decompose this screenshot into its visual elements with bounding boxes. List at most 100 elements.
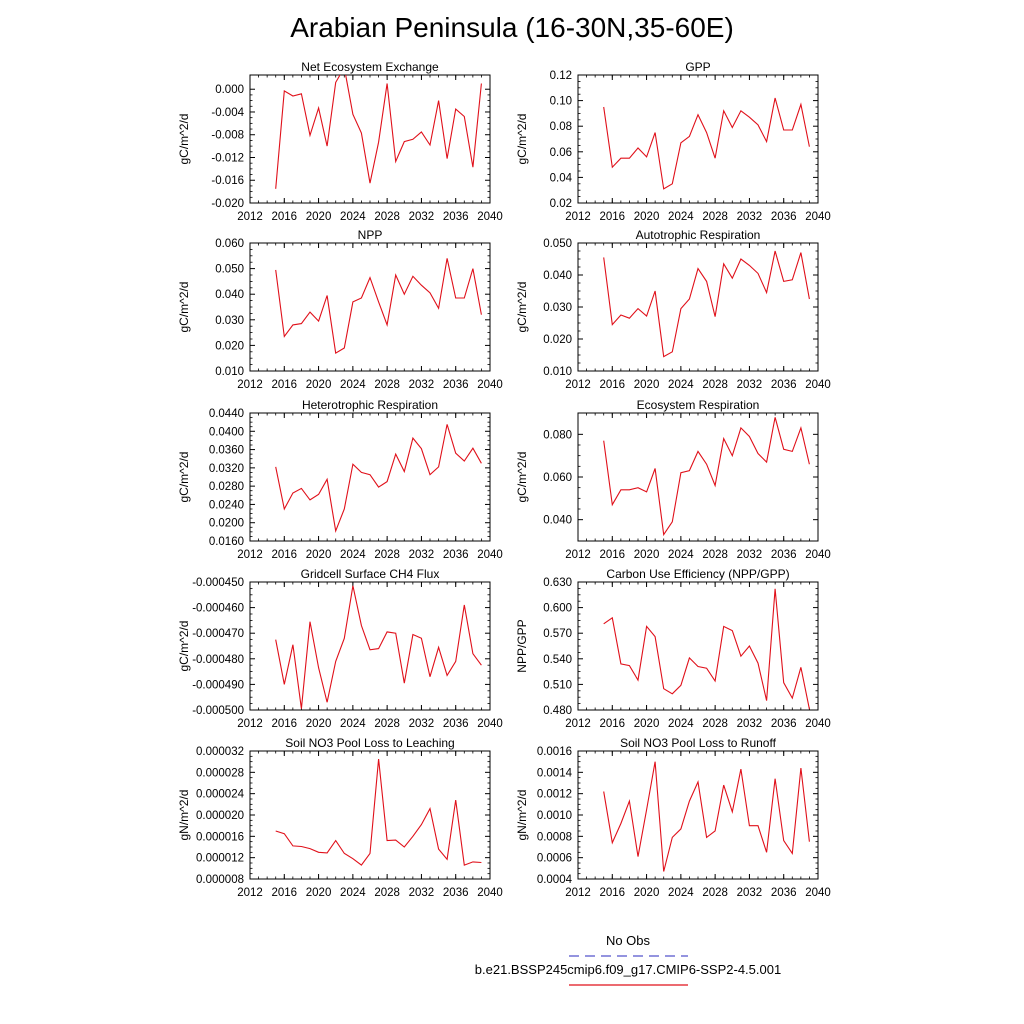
x-tick-label: 2012: [237, 718, 263, 730]
y-tick-label: 0.050: [543, 238, 572, 250]
x-tick-label: 2028: [374, 211, 400, 223]
chart-panel-8: Carbon Use Efficiency (NPP/GPP) 2012 2016 2…: [515, 567, 831, 730]
panel-title: Net Ecosystem Exchange: [301, 60, 439, 74]
plot-frame: [577, 412, 819, 542]
plot-frame: [249, 242, 491, 372]
x-tick-label: 2032: [737, 379, 763, 391]
plot-frame: [577, 74, 819, 204]
x-tick-label: 2024: [340, 549, 366, 561]
x-tick-label: 2040: [805, 887, 831, 899]
x-tick-label: 2020: [306, 887, 332, 899]
x-tick-label: 2020: [634, 211, 660, 223]
x-tick-label: 2016: [271, 718, 297, 730]
panel-title: Heterotrophic Respiration: [302, 398, 438, 412]
x-tick-label: 2016: [599, 211, 625, 223]
x-tick-label: 2032: [409, 211, 435, 223]
y-tick-label: 0.570: [543, 628, 572, 640]
chart-panel-5: Heterotrophic Respiration 2012 2016 2020 202…: [177, 398, 503, 561]
y-tick-label: 0.10: [550, 96, 572, 108]
panel-title: Soil NO3 Pool Loss to Leaching: [285, 736, 454, 750]
series-line: [275, 424, 482, 533]
panel-title: GPP: [685, 60, 710, 74]
series-line: [275, 75, 482, 189]
y-tick-label: 0.010: [215, 366, 244, 378]
plot-frame: [249, 412, 491, 542]
y-axis-label: gC/m^2/d: [515, 114, 529, 165]
x-tick-label: 2024: [668, 887, 694, 899]
y-tick-label: 0.0014: [537, 767, 573, 779]
chart-panel-6: Ecosystem Respiration 2012 2016 2020 2024 202…: [515, 398, 831, 561]
x-tick-label: 2040: [477, 718, 503, 730]
y-axis-label: gC/m^2/d: [177, 282, 191, 333]
y-tick-label: -0.000450: [192, 577, 244, 589]
series-line: [275, 258, 482, 354]
x-tick-label: 2016: [271, 887, 297, 899]
x-tick-label: 2032: [409, 379, 435, 391]
y-tick-label: 0.010: [543, 366, 572, 378]
x-tick-label: 2036: [771, 718, 797, 730]
y-tick-label: 0.540: [543, 654, 572, 666]
x-tick-label: 2028: [374, 379, 400, 391]
y-tick-label: -0.000500: [192, 705, 244, 717]
y-axis-label: gC/m^2/d: [515, 452, 529, 503]
x-tick-label: 2036: [443, 718, 469, 730]
x-tick-label: 2028: [374, 549, 400, 561]
x-tick-label: 2036: [443, 211, 469, 223]
x-tick-label: 2036: [771, 887, 797, 899]
chart-panel-7: Gridcell Surface CH4 Flux 2012 2016 2020 202…: [177, 567, 503, 730]
y-tick-label: 0.08: [550, 121, 572, 133]
chart-panel-3: NPP 2012 2016 2020 2024 2028 2032 2036 2040 0.010…: [177, 228, 503, 391]
x-tick-label: 2012: [565, 718, 591, 730]
x-tick-label: 2012: [237, 211, 263, 223]
x-tick-label: 2028: [702, 211, 728, 223]
y-tick-label: 0.0200: [209, 518, 244, 530]
x-tick-label: 2028: [702, 887, 728, 899]
panel-title: Gridcell Surface CH4 Flux: [301, 567, 440, 581]
y-tick-label: 0.510: [543, 679, 572, 691]
x-tick-label: 2016: [599, 549, 625, 561]
x-tick-label: 2024: [668, 549, 694, 561]
x-tick-label: 2020: [306, 718, 332, 730]
x-tick-label: 2012: [565, 887, 591, 899]
x-tick-label: 2012: [237, 379, 263, 391]
x-tick-label: 2036: [443, 549, 469, 561]
x-tick-label: 2024: [340, 718, 366, 730]
y-tick-label: 0.040: [215, 289, 244, 301]
x-tick-label: 2024: [340, 887, 366, 899]
x-tick-label: 2012: [565, 211, 591, 223]
y-tick-label: 0.0006: [537, 853, 572, 865]
series-line: [275, 585, 482, 709]
y-tick-label: -0.020: [211, 198, 244, 210]
plot-frame: [249, 581, 491, 711]
panel-title: NPP: [358, 228, 383, 242]
y-tick-label: -0.012: [211, 152, 244, 164]
panel-title: Carbon Use Efficiency (NPP/GPP): [606, 567, 789, 581]
x-tick-label: 2028: [702, 379, 728, 391]
y-tick-label: -0.000480: [192, 654, 244, 666]
y-tick-label: 0.080: [543, 429, 572, 441]
y-tick-label: 0.0008: [537, 831, 572, 843]
x-tick-label: 2028: [374, 718, 400, 730]
x-tick-label: 2040: [477, 887, 503, 899]
panel-title: Ecosystem Respiration: [637, 398, 760, 412]
y-tick-label: 0.0440: [209, 408, 244, 420]
x-tick-label: 2040: [805, 379, 831, 391]
y-tick-label: 0.000032: [196, 746, 244, 758]
y-tick-label: 0.000012: [196, 853, 244, 865]
y-axis-label: gC/m^2/d: [515, 282, 529, 333]
plot-frame: [577, 242, 819, 372]
y-axis-label: gN/m^2/d: [515, 790, 529, 841]
y-tick-label: -0.000470: [192, 628, 244, 640]
y-axis-label: gC/m^2/d: [177, 452, 191, 503]
x-tick-label: 2028: [702, 549, 728, 561]
x-tick-label: 2040: [805, 718, 831, 730]
y-tick-label: 0.000020: [196, 810, 244, 822]
y-tick-label: 0.04: [550, 172, 573, 184]
x-tick-label: 2036: [443, 379, 469, 391]
y-tick-label: -0.000490: [192, 679, 244, 691]
x-tick-label: 2024: [668, 211, 694, 223]
x-tick-label: 2036: [771, 211, 797, 223]
x-tick-label: 2024: [340, 379, 366, 391]
y-tick-label: 0.02: [550, 198, 572, 210]
y-tick-label: 0.600: [543, 603, 572, 615]
